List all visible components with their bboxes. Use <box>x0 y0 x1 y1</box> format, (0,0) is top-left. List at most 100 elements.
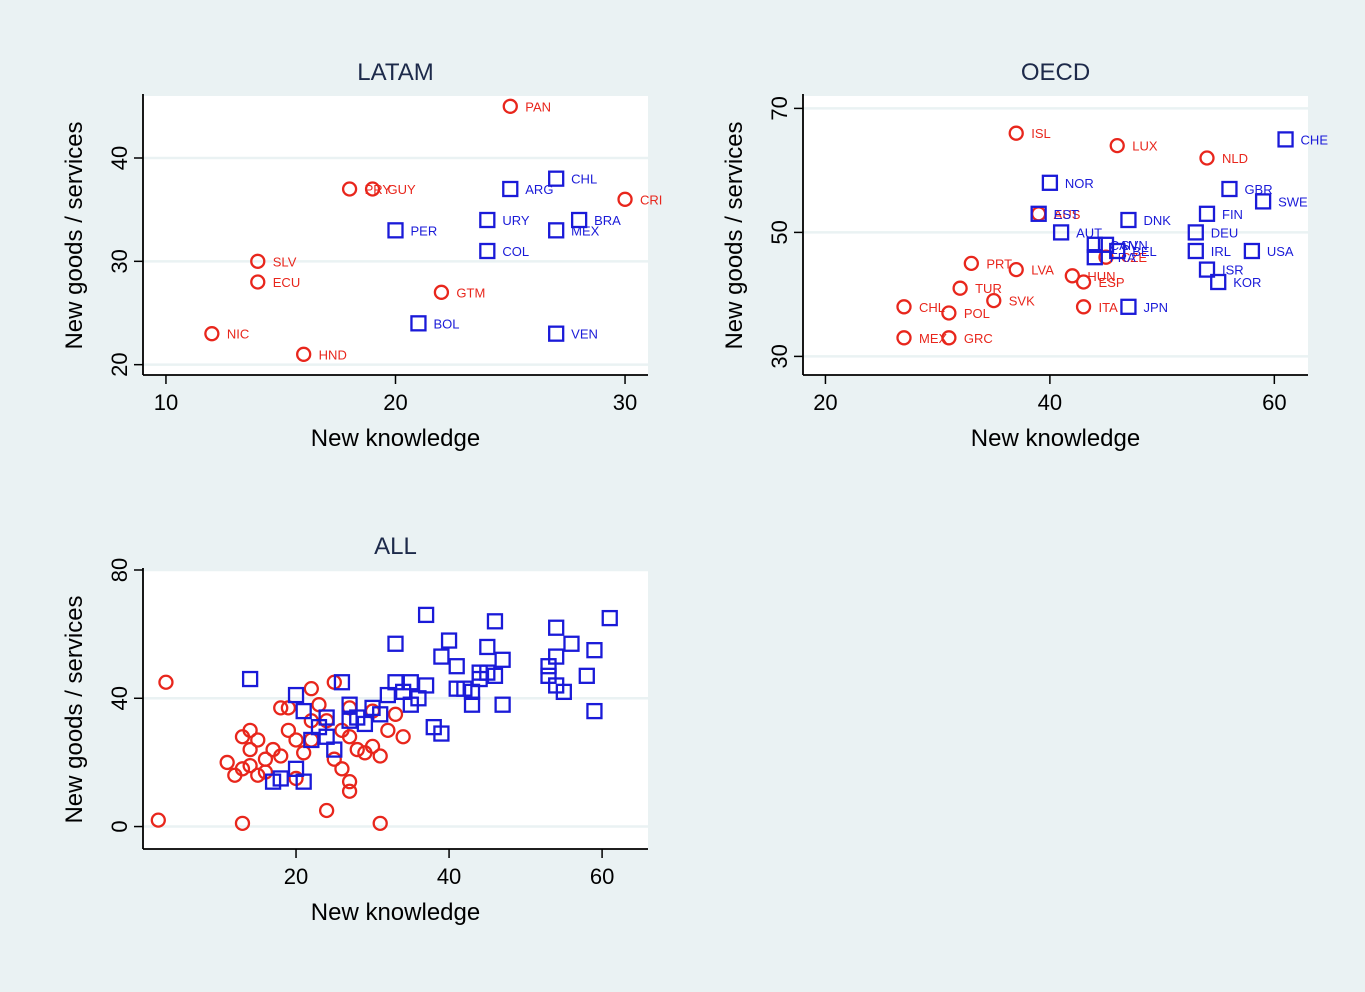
circle-point <box>242 741 258 758</box>
point-label: IRL <box>1211 244 1231 259</box>
circle-point <box>986 292 1002 309</box>
x-tick-label: 10 <box>154 390 178 415</box>
point-label: ISR <box>1222 263 1244 278</box>
circle-point <box>1008 125 1024 141</box>
x-tick-label: 60 <box>1262 390 1286 415</box>
circle-point <box>273 700 289 716</box>
square-point <box>479 638 496 656</box>
panel-all: 0 40 80 20 40 60 ALL New knowledge New goods / s… <box>61 533 648 926</box>
square-point <box>440 632 458 649</box>
square-point <box>578 667 595 684</box>
plot-area <box>803 96 1308 375</box>
circle-point <box>941 330 957 346</box>
y-tick-label: 80 <box>107 558 132 582</box>
point-label: CHE <box>1301 132 1329 147</box>
circle-point <box>250 732 266 748</box>
point-label: GTM <box>456 285 485 300</box>
square-point <box>287 686 305 704</box>
circle-point <box>502 98 518 114</box>
x-tick-label: 40 <box>437 864 461 889</box>
point-label: SLV <box>273 254 297 269</box>
point-label: FRA <box>1110 250 1136 265</box>
point-label: BRA <box>594 213 621 228</box>
square-point <box>387 222 404 239</box>
square-point <box>494 651 511 668</box>
square-point <box>555 683 572 701</box>
circle-point <box>1075 299 1092 315</box>
square-point <box>417 606 435 624</box>
y-tick-label: 0 <box>107 820 132 832</box>
square-point <box>1198 205 1216 222</box>
point-label: DEU <box>1211 225 1238 240</box>
circle-point <box>288 732 304 748</box>
x-axis-label: New knowledge <box>971 425 1140 452</box>
square-point <box>433 725 450 742</box>
square-point <box>486 667 504 684</box>
circle-point <box>617 191 633 207</box>
square-point <box>548 619 565 636</box>
square-point <box>1187 224 1204 241</box>
square-point <box>1254 193 1272 210</box>
panel-oecd: 30 50 70 20 40 60 OECD New knowledge New goods /… <box>721 59 1328 452</box>
y-tick-label: 20 <box>107 352 132 376</box>
circle-point <box>303 681 319 697</box>
square-point <box>1187 242 1204 260</box>
panel-title: ALL <box>374 533 417 560</box>
point-label: AUT <box>1076 225 1102 240</box>
square-point <box>548 648 565 665</box>
point-label: URY <box>502 213 530 228</box>
point-label: GRC <box>964 331 993 346</box>
y-tick-label: 30 <box>767 344 792 368</box>
circle-point <box>158 674 174 690</box>
circle-point <box>341 181 358 197</box>
point-label: TUR <box>975 281 1002 296</box>
circle-point <box>273 748 289 764</box>
circle-point <box>250 767 266 783</box>
point-label: CZE <box>1121 250 1147 265</box>
x-tick-label: 20 <box>813 390 837 415</box>
point-label: HND <box>319 347 347 362</box>
point-label: AUS <box>1054 207 1081 222</box>
square-point <box>318 709 335 726</box>
circle-point <box>372 748 388 764</box>
x-tick-label: 30 <box>613 390 637 415</box>
circle-point <box>250 253 266 269</box>
circle-point <box>395 729 411 745</box>
square-point <box>1210 273 1227 291</box>
square-point <box>387 635 404 652</box>
point-label: BEL <box>1132 244 1157 259</box>
y-axis-label: New goods / services <box>61 121 88 349</box>
square-point <box>1277 131 1294 148</box>
square-point <box>295 702 312 720</box>
circle-point <box>204 326 220 342</box>
square-point <box>586 702 603 720</box>
square-point <box>563 635 580 652</box>
square-point <box>548 170 565 187</box>
circle-point <box>150 812 166 828</box>
point-label: BOL <box>433 316 459 331</box>
circle-point <box>364 181 381 197</box>
x-axis-label: New knowledge <box>311 425 480 452</box>
square-point <box>1109 242 1126 260</box>
square-point <box>548 325 565 342</box>
point-label: NLD <box>1222 151 1248 166</box>
square-point <box>1120 211 1137 229</box>
square-point <box>272 770 289 787</box>
circle-point <box>372 815 388 831</box>
point-label: KOR <box>1233 275 1261 290</box>
point-label: SVN <box>1121 238 1148 253</box>
y-tick-label: 40 <box>107 146 132 170</box>
point-label: COL <box>502 244 529 259</box>
circle-point <box>952 280 968 296</box>
y-axis-label: New goods / services <box>721 121 748 349</box>
y-tick-label: 70 <box>767 96 792 120</box>
circle-point <box>219 754 235 771</box>
y-tick-label: 30 <box>107 249 132 273</box>
point-label: HUN <box>1087 269 1115 284</box>
square-point <box>1086 249 1103 266</box>
x-tick-label: 20 <box>383 390 407 415</box>
y-tick-label: 50 <box>767 220 792 244</box>
point-label: LVA <box>1031 263 1054 278</box>
point-label: CHL <box>919 300 945 315</box>
square-point <box>417 677 435 694</box>
